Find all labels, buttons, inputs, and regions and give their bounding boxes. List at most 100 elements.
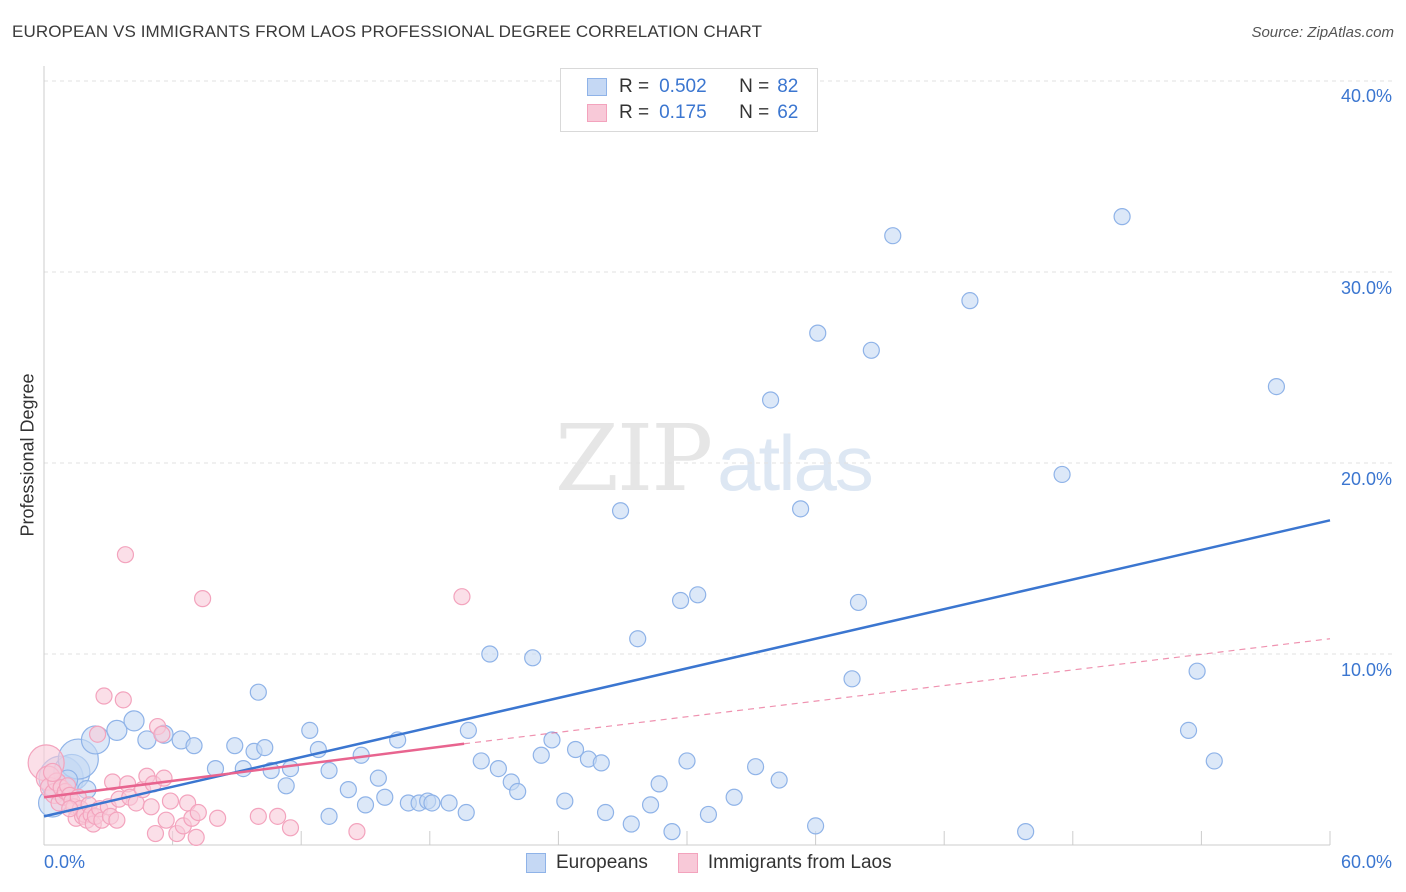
data-point [689,586,707,604]
data-point [650,775,668,793]
data-point [862,341,880,359]
legend-row-europeans: R = 0.502 N = 82 [587,75,798,99]
data-point [457,803,475,822]
data-point [746,758,765,776]
source-credit: Source: ZipAtlas.com [1251,24,1394,41]
data-point [277,777,295,795]
data-point [281,819,300,837]
data-point [256,738,274,757]
trend-line [43,519,1331,818]
data-point [153,725,171,743]
data-point [481,645,499,663]
data-point [269,807,287,825]
data-point [301,721,319,740]
trend-line-extension [464,638,1331,745]
data-point [42,762,63,783]
watermark-zip: ZIP [555,405,713,512]
data-point [566,740,585,759]
grid-lines [44,80,1392,655]
legend-item-europeans[interactable]: Europeans [526,852,648,874]
data-point [1267,378,1286,396]
n-value: 82 [777,76,799,97]
data-point [423,794,441,812]
data-point [339,781,357,799]
series-legend: Europeans Immigrants from Laos [526,852,922,874]
data-point [88,725,107,743]
data-point [161,792,180,810]
data-point [509,782,527,801]
data-point [320,807,338,825]
data-point [806,817,825,835]
data-point [369,769,387,787]
data-point [356,796,375,814]
data-point [809,324,827,342]
data-point [1205,752,1223,770]
y-tick-label: 20.0% [1340,469,1392,489]
trend-line [43,742,465,799]
legend-row-laos: R = 0.175 N = 62 [587,101,798,125]
data-point [320,761,338,780]
legend-item-laos[interactable]: Immigrants from Laos [677,852,892,874]
data-point [1179,721,1198,740]
data-point [622,815,640,833]
data-point [249,807,267,825]
data-point [791,500,810,518]
r-label: R = [619,76,650,97]
data-point [226,737,244,755]
data-point [489,759,507,778]
data-point [524,649,542,667]
legend-swatch [587,78,607,96]
data-point [663,823,681,841]
data-point [725,788,743,806]
x-tick-label: 60.0% [1340,852,1392,872]
data-point [611,502,630,520]
data-point [596,803,615,822]
data-point [108,811,126,829]
data-point [592,754,610,772]
data-point [440,794,458,812]
data-point [459,721,477,740]
data-point [843,670,861,688]
r-value: 0.502 [659,76,707,97]
trend-lines [43,519,1331,818]
data-point [123,710,145,732]
data-point [1188,662,1206,680]
data-point [376,788,394,806]
data-point [884,227,902,245]
data-point [185,737,203,755]
data-point [961,292,979,310]
legend-swatch [587,104,607,122]
axes [43,66,1331,846]
x-tick-label: 0.0% [44,852,86,872]
data-point [641,796,660,814]
data-point [543,731,561,749]
y-tick-label: 40.0% [1340,86,1392,106]
data-point [532,746,550,764]
y-axis-label: Professional Degree [17,373,38,537]
data-point [849,593,868,612]
legend-swatch [526,853,546,873]
data-point [678,752,696,770]
data-point [209,809,227,827]
y-tick-label: 30.0% [1340,278,1392,298]
data-point [629,630,647,648]
data-point [761,391,780,409]
data-point [453,588,471,606]
chart-title: EUROPEAN VS IMMIGRANTS FROM LAOS PROFESS… [12,22,763,41]
data-point [699,805,718,824]
data-point [348,823,366,841]
data-point [556,792,574,810]
y-tick-label: 10.0% [1340,660,1392,680]
data-point [142,798,160,816]
data-point [157,811,175,829]
data-point [472,752,490,770]
data-point [1053,465,1071,484]
legend-label: Immigrants from Laos [707,852,892,873]
data-point [281,759,300,778]
r-value: 0.175 [659,102,707,123]
data-point [187,828,205,846]
n-label: N = [739,76,770,97]
n-value: 62 [777,102,799,123]
data-points [27,208,1286,846]
